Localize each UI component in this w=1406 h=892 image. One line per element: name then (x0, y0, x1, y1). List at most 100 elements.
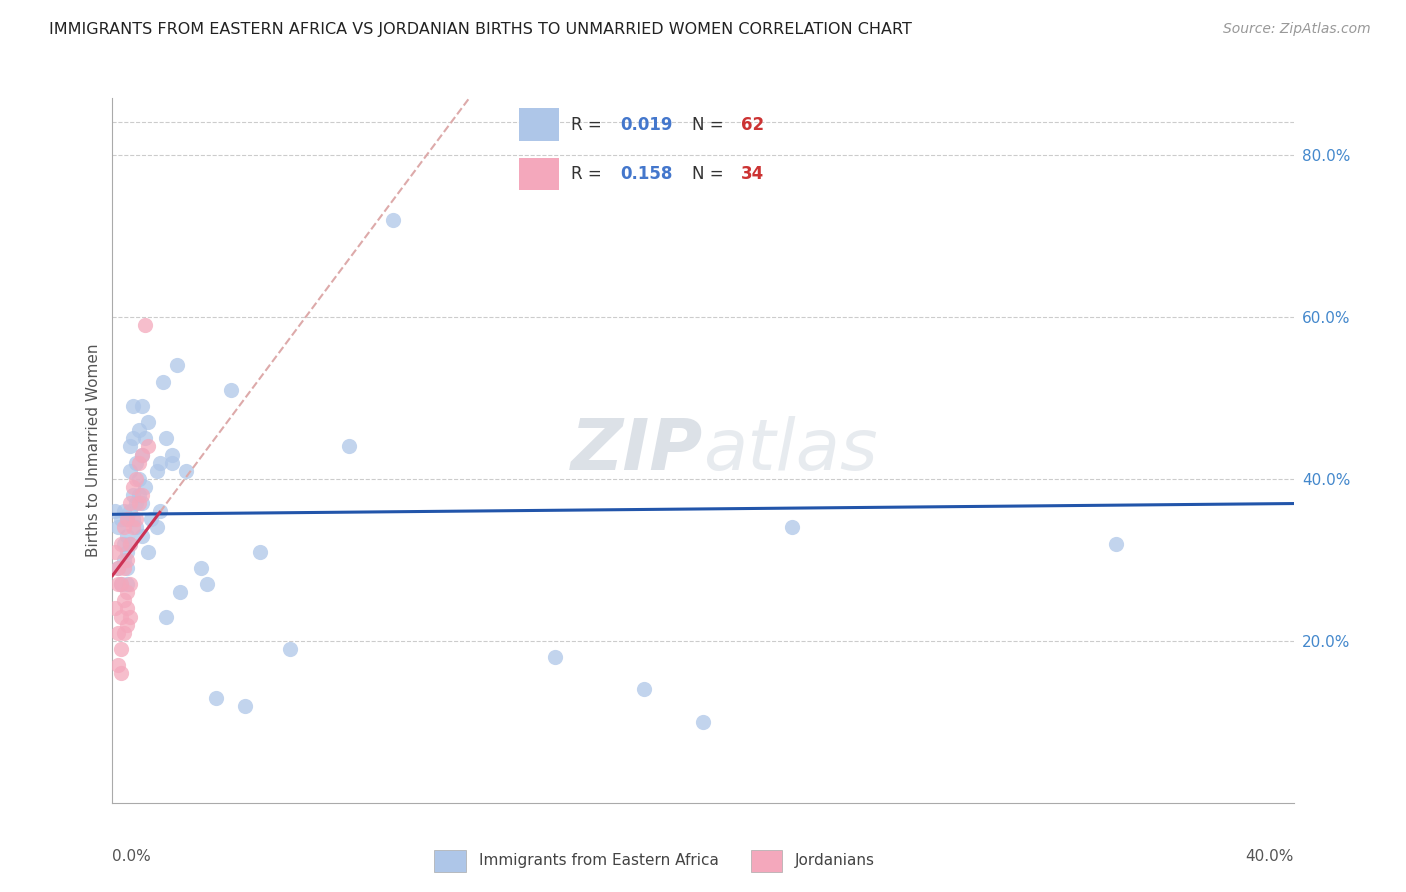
Text: IMMIGRANTS FROM EASTERN AFRICA VS JORDANIAN BIRTHS TO UNMARRIED WOMEN CORRELATIO: IMMIGRANTS FROM EASTERN AFRICA VS JORDAN… (49, 22, 912, 37)
Point (110, 577, 132, 591)
Point (117, 577, 138, 591)
Text: 62: 62 (741, 116, 765, 134)
Text: 40.0%: 40.0% (1246, 848, 1294, 863)
Point (131, 448, 153, 462)
Point (112, 504, 135, 518)
Text: atlas: atlas (703, 416, 877, 485)
Point (169, 585, 191, 599)
Point (112, 625, 135, 640)
Bar (519, 158, 558, 190)
Point (107, 577, 129, 591)
Point (107, 520, 129, 534)
Point (136, 545, 159, 559)
Point (120, 496, 142, 510)
Point (117, 528, 138, 542)
Point (544, 650, 567, 665)
Point (131, 528, 153, 542)
Point (125, 520, 148, 534)
Point (152, 375, 174, 389)
Text: 34: 34 (741, 165, 765, 183)
Point (125, 456, 148, 470)
Point (110, 512, 132, 526)
Y-axis label: Births to Unmarried Women: Births to Unmarried Women (86, 343, 101, 558)
Point (134, 318, 156, 332)
Point (107, 561, 129, 575)
Point (125, 496, 148, 510)
Point (149, 456, 172, 470)
Point (149, 504, 172, 518)
Point (107, 658, 129, 673)
Point (117, 512, 138, 526)
Point (155, 431, 177, 445)
Point (136, 415, 159, 429)
Point (1105, 536, 1128, 550)
Point (780, 520, 803, 534)
Bar (434, 849, 467, 872)
Point (134, 480, 156, 494)
Point (125, 512, 148, 526)
Text: R =: R = (571, 165, 607, 183)
Point (120, 577, 142, 591)
Point (110, 536, 132, 550)
Point (136, 439, 159, 453)
Point (190, 561, 212, 575)
Point (278, 641, 301, 656)
Point (122, 488, 145, 502)
Point (122, 480, 145, 494)
Point (104, 545, 127, 559)
Point (134, 431, 156, 445)
Point (117, 585, 138, 599)
Point (112, 553, 135, 567)
Point (174, 464, 197, 478)
Point (166, 359, 188, 373)
Point (107, 561, 129, 575)
Point (120, 609, 142, 624)
Point (112, 561, 135, 575)
Point (122, 399, 145, 413)
Point (117, 545, 138, 559)
Point (128, 423, 150, 437)
Text: N =: N = (692, 165, 728, 183)
Text: Immigrants from Eastern Africa: Immigrants from Eastern Africa (478, 854, 718, 868)
Point (128, 472, 150, 486)
Point (160, 456, 183, 470)
Point (112, 536, 135, 550)
Bar (751, 849, 783, 872)
Point (120, 504, 142, 518)
Point (131, 496, 153, 510)
Point (122, 431, 145, 445)
Text: 0.0%: 0.0% (112, 848, 152, 863)
Point (122, 512, 145, 526)
Point (131, 399, 153, 413)
Point (146, 520, 169, 534)
Point (117, 561, 138, 575)
Point (120, 439, 142, 453)
Point (249, 545, 271, 559)
Point (122, 520, 145, 534)
Point (117, 617, 138, 632)
Point (195, 577, 218, 591)
Point (104, 601, 127, 615)
Point (139, 512, 162, 526)
Point (337, 439, 360, 453)
Point (117, 553, 138, 567)
Point (633, 682, 655, 697)
Text: 0.158: 0.158 (620, 165, 673, 183)
Point (120, 536, 142, 550)
Point (110, 609, 132, 624)
Point (160, 448, 183, 462)
Point (128, 488, 150, 502)
Point (110, 577, 132, 591)
Point (219, 383, 242, 397)
Point (155, 609, 177, 624)
Point (128, 456, 150, 470)
Text: 0.019: 0.019 (620, 116, 673, 134)
Point (125, 472, 148, 486)
Point (692, 714, 714, 729)
Point (104, 504, 127, 518)
Point (117, 512, 138, 526)
Point (131, 488, 153, 502)
Point (112, 520, 135, 534)
Point (110, 641, 132, 656)
Text: R =: R = (571, 116, 607, 134)
